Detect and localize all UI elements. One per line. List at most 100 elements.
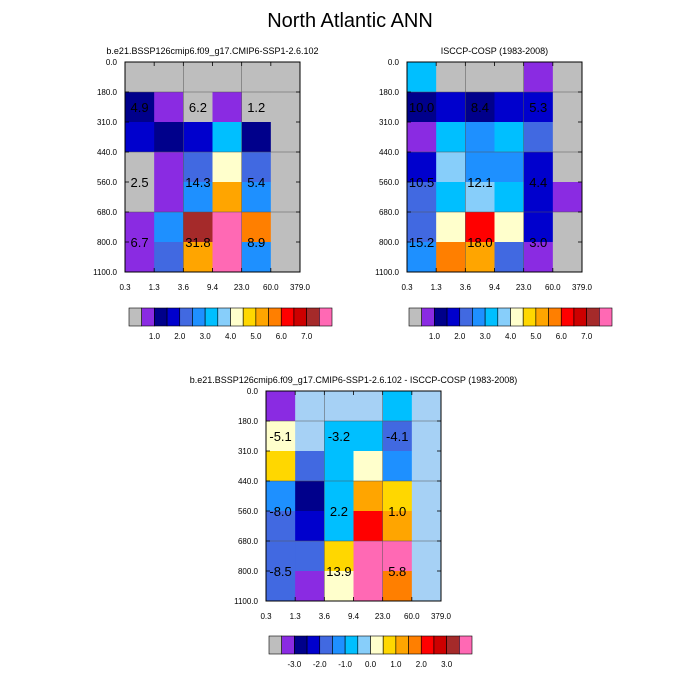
y-tick-label: 180.0 xyxy=(379,88,400,97)
colorbar-label: 3.0 xyxy=(480,332,492,341)
heatmap-cell xyxy=(270,242,301,273)
heatmap-cell xyxy=(270,92,301,123)
heatmap-cell xyxy=(241,242,272,273)
x-tick-label: 0.3 xyxy=(260,612,272,621)
colorbar-swatch xyxy=(599,307,613,327)
heatmap-cell xyxy=(465,212,495,243)
colorbar-swatch xyxy=(497,307,511,327)
colorbar-swatch xyxy=(433,635,447,655)
data-label: 8.4 xyxy=(471,100,489,115)
data-label: 3.0 xyxy=(529,235,547,250)
data-label: 13.9 xyxy=(326,564,351,579)
heatmap-cell xyxy=(523,212,554,243)
data-label: 10.5 xyxy=(409,175,434,190)
data-label: -5.1 xyxy=(269,429,291,444)
colorbar-swatch xyxy=(242,307,257,327)
panel-subtitle: ISCCP-COSP (1983-2008) xyxy=(441,46,548,56)
heatmap-cell xyxy=(324,571,354,602)
x-tick-label: 3.6 xyxy=(178,283,190,292)
heatmap-cell xyxy=(154,242,184,273)
heatmap-cell xyxy=(212,212,243,243)
heatmap-cell xyxy=(353,481,384,512)
heatmap-cell xyxy=(407,182,437,213)
colorbar-swatch xyxy=(548,307,562,327)
heatmap-cell xyxy=(353,571,384,602)
colorbar-swatch xyxy=(434,307,448,327)
colorbar-label: 2.0 xyxy=(416,660,428,669)
x-tick-label: 0.3 xyxy=(401,283,413,292)
heatmap-cell xyxy=(324,481,354,512)
panel-subtitle: b.e21.BSSP126cmip6.f09_g17.CMIP6-SSP1-2.… xyxy=(106,46,318,56)
heatmap-cell xyxy=(125,212,155,243)
heatmap-cell xyxy=(154,182,184,213)
heatmap-cell xyxy=(552,242,583,273)
heatmap-cell xyxy=(212,182,243,213)
colorbar-swatch xyxy=(280,307,295,327)
heatmap-cell xyxy=(353,451,384,482)
heatmap-cell xyxy=(324,421,354,452)
heatmap-cell xyxy=(266,421,296,452)
heatmap-cell xyxy=(494,62,525,93)
heatmap-cell xyxy=(436,212,466,243)
heatmap-cell xyxy=(212,122,243,153)
heatmap-cell xyxy=(125,242,155,273)
colorbar-swatch xyxy=(573,307,587,327)
figure-title: North Atlantic ANN xyxy=(267,10,433,32)
heatmap-cell xyxy=(241,92,272,123)
colorbar-swatch xyxy=(344,635,359,655)
data-label: 5.4 xyxy=(247,175,265,190)
colorbar-swatch xyxy=(484,307,499,327)
colorbar-swatch xyxy=(459,635,473,655)
x-tick-label: 3.6 xyxy=(319,612,331,621)
y-tick-label: 440.0 xyxy=(238,477,259,486)
colorbar-swatch xyxy=(408,307,422,327)
x-tick-label: 1.3 xyxy=(149,283,161,292)
heatmap-cell xyxy=(270,152,301,183)
heatmap-cell xyxy=(436,62,466,93)
heatmap-cell xyxy=(523,242,554,273)
heatmap-cell xyxy=(324,541,354,572)
colorbar-swatch xyxy=(306,307,320,327)
y-tick-label: 0.0 xyxy=(106,58,118,67)
data-label: 5.3 xyxy=(529,100,547,115)
colorbar-swatch xyxy=(294,635,308,655)
colorbar-swatch xyxy=(535,307,549,327)
heatmap-cell xyxy=(125,92,155,123)
y-tick-label: 560.0 xyxy=(379,178,400,187)
heatmap-cell xyxy=(494,242,525,273)
heatmap-cell xyxy=(523,92,554,123)
heatmap-cell xyxy=(212,242,243,273)
colorbar-label: 3.0 xyxy=(200,332,212,341)
heatmap-cell xyxy=(295,511,325,542)
colorbar-swatch xyxy=(370,635,384,655)
y-tick-label: 680.0 xyxy=(97,208,118,217)
heatmap-cell xyxy=(125,152,155,183)
x-tick-label: 1.3 xyxy=(290,612,302,621)
colorbar-3: -3.0 -2.0 -1.0 0.0 1.0 2.0 3.0 xyxy=(268,635,473,669)
data-label: 14.3 xyxy=(185,175,210,190)
heatmap-cell xyxy=(465,152,495,183)
x-tick-label: 60.0 xyxy=(404,612,420,621)
heatmap-cell xyxy=(241,152,272,183)
colorbar-label: 7.0 xyxy=(581,332,593,341)
data-label: -3.2 xyxy=(328,429,350,444)
x-tick-label: 379.0 xyxy=(572,283,593,292)
y-tick-label: 800.0 xyxy=(97,238,118,247)
colorbar-label: 6.0 xyxy=(276,332,288,341)
colorbar-swatch xyxy=(459,307,473,327)
colorbar-swatch xyxy=(268,635,282,655)
colorbar-label: 1.0 xyxy=(390,660,402,669)
colorbar-label: 6.0 xyxy=(556,332,568,341)
heatmap-cell xyxy=(295,571,325,602)
heatmap-cell xyxy=(552,212,583,243)
heatmap-cell xyxy=(295,451,325,482)
y-tick-label: 560.0 xyxy=(238,507,259,516)
heatmap-cell xyxy=(407,92,437,123)
heatmap-cell xyxy=(154,122,184,153)
heatmap-cell xyxy=(382,391,413,422)
colorbar-swatch xyxy=(472,307,486,327)
heatmap-cell xyxy=(270,212,301,243)
heatmap-cell xyxy=(266,571,296,602)
heatmap-cell xyxy=(154,152,184,183)
